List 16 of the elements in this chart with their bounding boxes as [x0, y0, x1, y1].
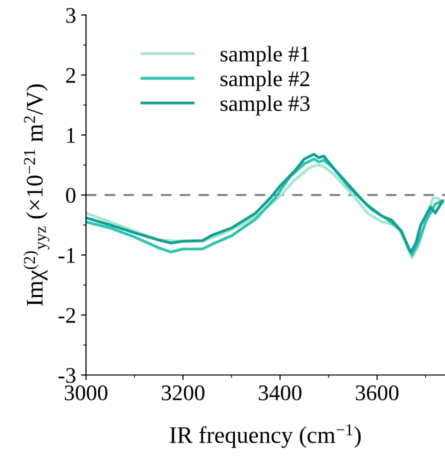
- x-tick-label: 3000: [64, 385, 108, 400]
- y-tick-label: -1: [58, 248, 75, 263]
- y-tick-label: -2: [58, 308, 76, 323]
- y-tick-label: 0: [66, 188, 76, 203]
- y-tick-label: 1: [67, 128, 75, 143]
- x-tick-label: 3200: [162, 385, 204, 400]
- legend-label: sample #2: [220, 70, 310, 91]
- y-tick-label: -3: [58, 368, 76, 383]
- y-tick-label: 3: [66, 8, 76, 23]
- y-axis-title: Imχ$^{(2)}$$_{yyz}$ (×10$^{−21}$ m$^{2}$/V): [23, 84, 50, 306]
- legend-label: sample #1: [220, 46, 310, 66]
- x-axis-title: IR frequency (cm$^{−1}$): [170, 424, 361, 448]
- x-tick-label: 3600: [356, 385, 398, 400]
- y-tick-label: 2: [66, 68, 76, 83]
- legend-label: sample #3: [220, 95, 310, 116]
- x-tick-label: 3400: [258, 385, 302, 400]
